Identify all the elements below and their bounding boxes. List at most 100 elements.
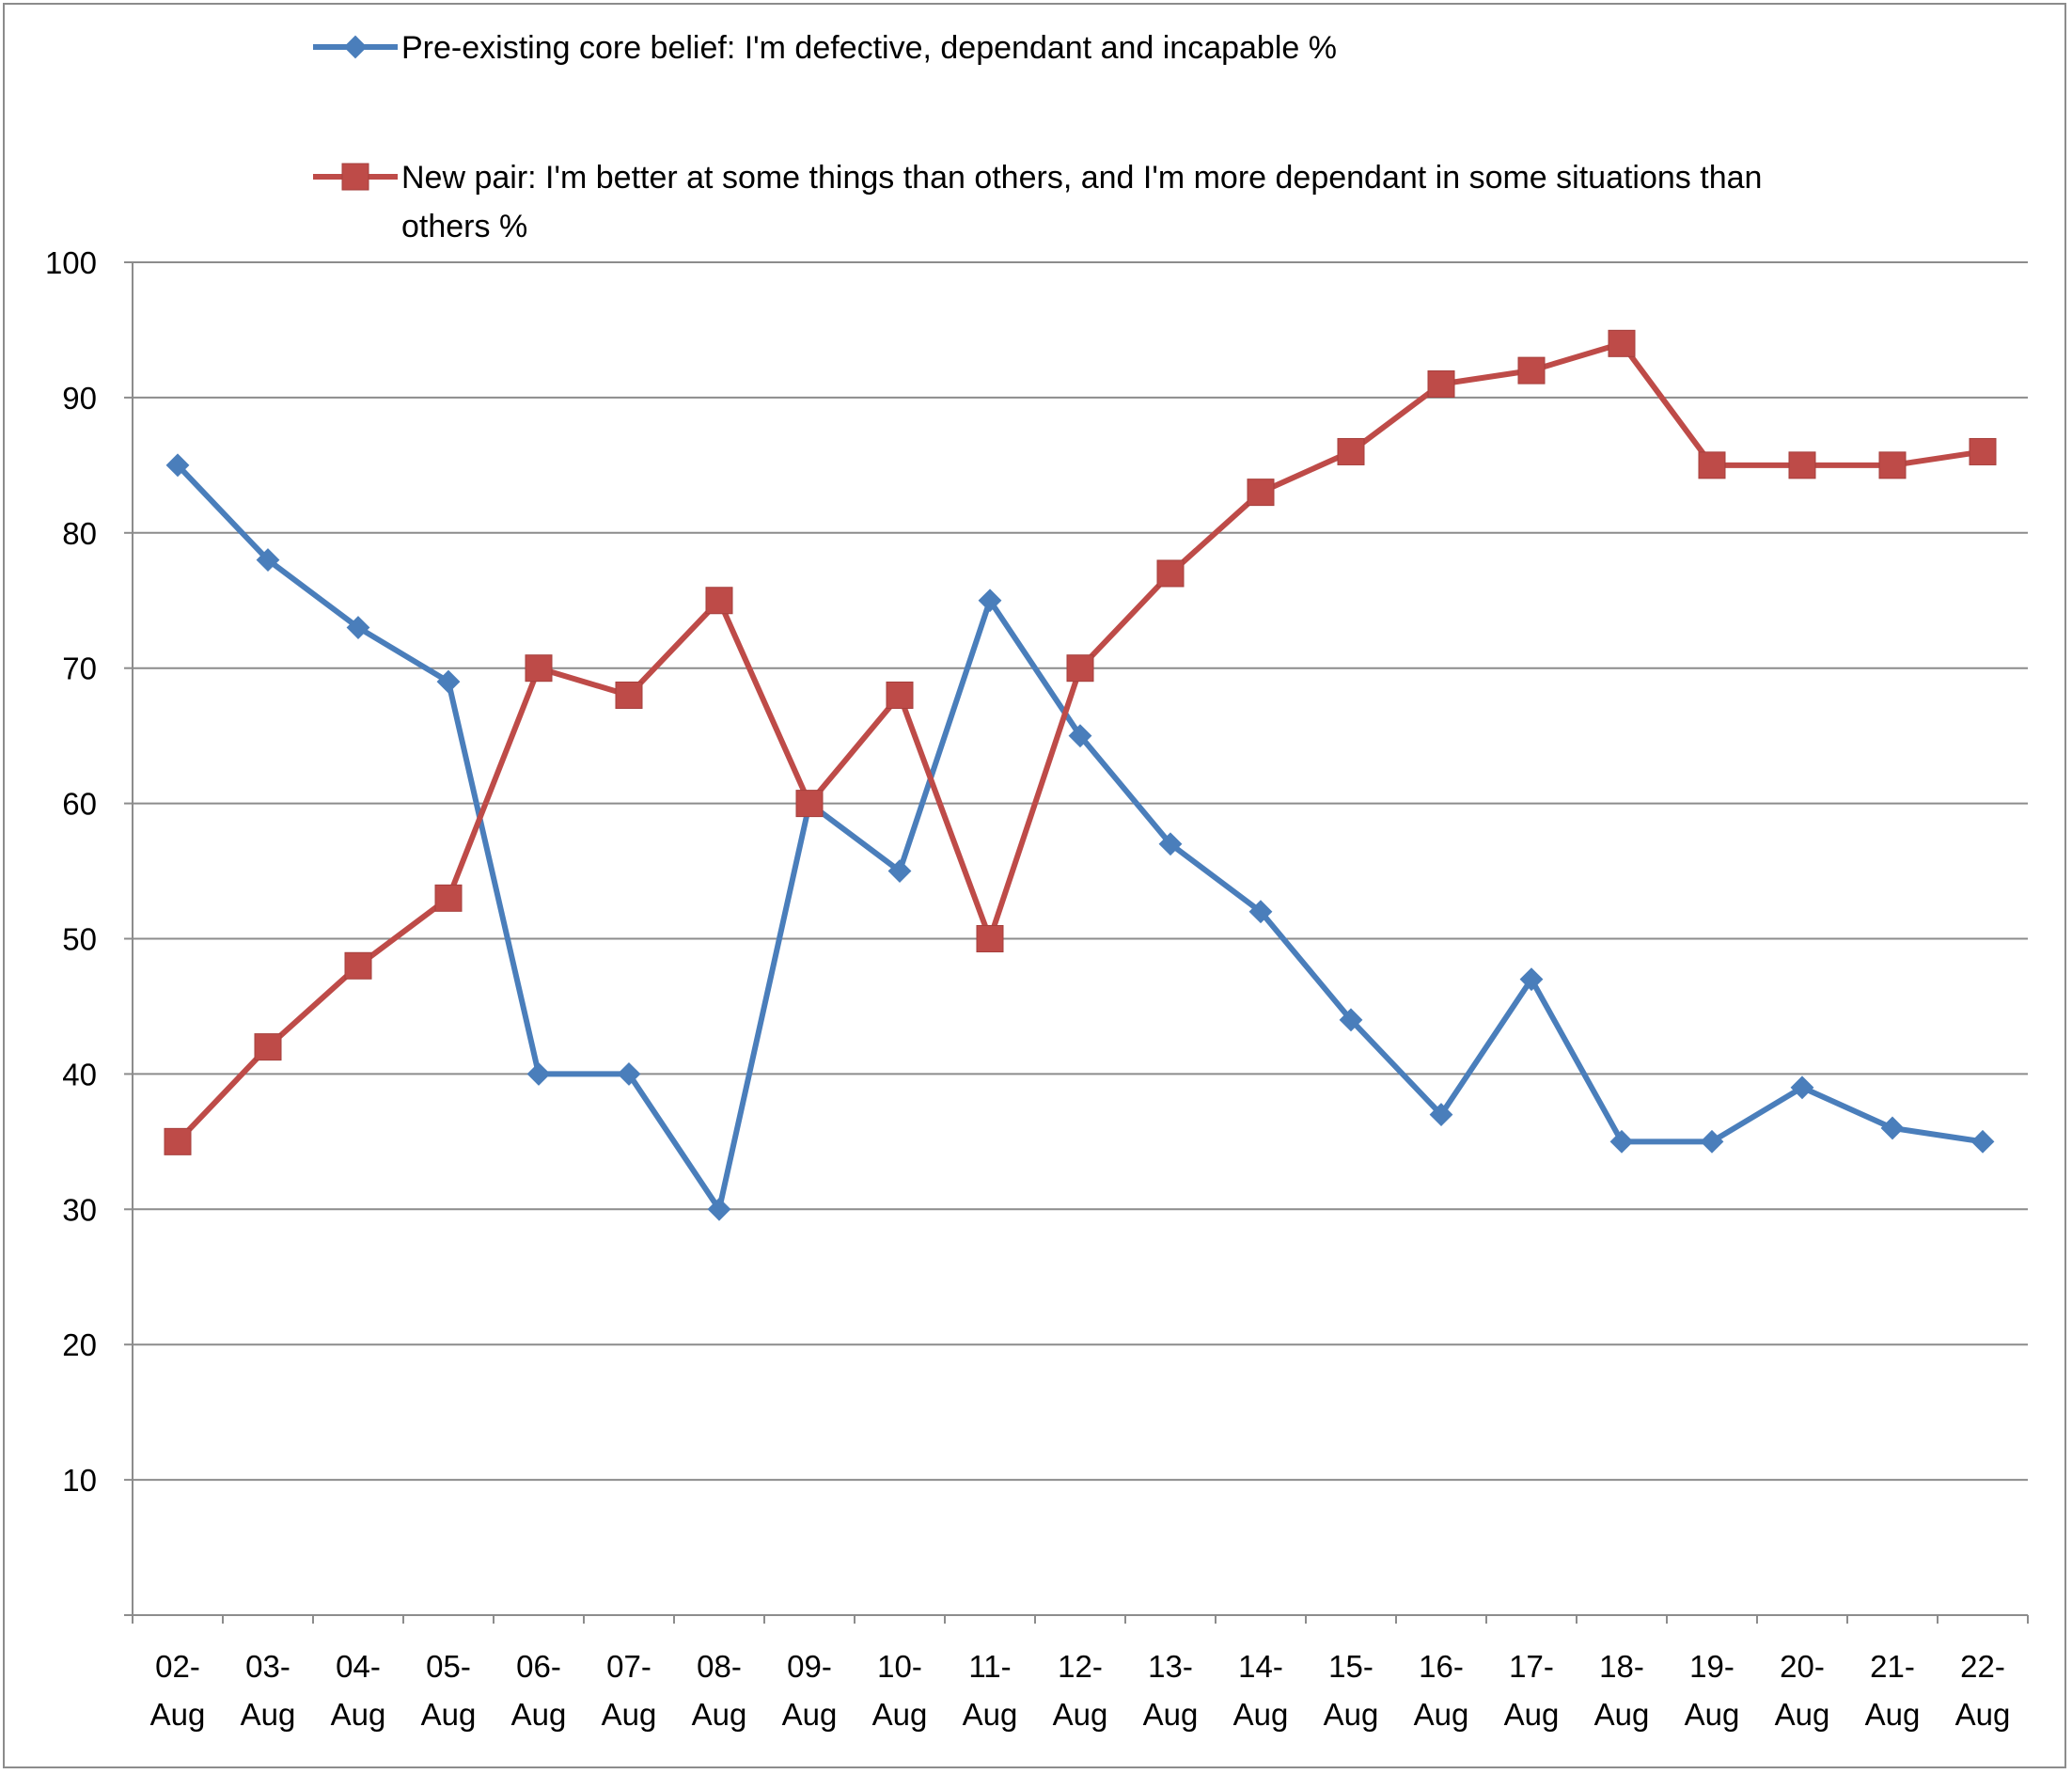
x-tick-label: 09- Aug (782, 1649, 838, 1732)
data-point-diamond (346, 616, 370, 639)
data-point-diamond (707, 1197, 731, 1221)
data-point-diamond (978, 589, 1002, 613)
axes (124, 261, 2029, 1624)
x-tick-label: 18- Aug (1594, 1649, 1650, 1732)
x-tick-label-line: Aug (1955, 1697, 2011, 1732)
x-tick-label-line: Aug (1233, 1697, 1289, 1732)
y-axis-tick-labels: 10 20 30 40 50 60 70 80 90 100 (45, 245, 97, 1498)
x-tick-label-line: 06- (516, 1649, 561, 1684)
x-tick-label-line: 09- (787, 1649, 832, 1684)
x-tick-label-line: 22- (1960, 1649, 2005, 1684)
x-tick-label: 20- Aug (1775, 1649, 1830, 1732)
x-tick-label: 14- Aug (1233, 1649, 1289, 1732)
data-point-diamond (1609, 1129, 1634, 1154)
x-tick-label-line: Aug (963, 1697, 1018, 1732)
data-point-square (886, 681, 914, 709)
x-tick-label-line: 18- (1599, 1649, 1644, 1684)
data-point-diamond (1700, 1129, 1724, 1154)
x-tick-label-line: Aug (511, 1697, 567, 1732)
x-tick-label: 04- Aug (331, 1649, 386, 1732)
x-tick-label-line: Aug (602, 1697, 657, 1732)
x-tick-label-line: 03- (245, 1649, 290, 1684)
x-tick-label: 12- Aug (1053, 1649, 1108, 1732)
x-tick-label-line: Aug (872, 1697, 928, 1732)
legend: Pre-existing core belief: I'm defective,… (313, 30, 1762, 244)
x-tick-label: 11- Aug (963, 1649, 1018, 1732)
x-tick-label: 06- Aug (511, 1649, 567, 1732)
x-tick-label-line: Aug (1143, 1697, 1199, 1732)
x-axis-tick-labels: 02- Aug 03- Aug 04- Aug 05- Aug 06- Aug 07- Aug 08- A… (150, 1649, 2011, 1732)
y-tick-label: 60 (62, 787, 97, 822)
data-point-square (164, 1127, 192, 1155)
data-point-diamond (1429, 1103, 1453, 1126)
data-point-square (525, 654, 553, 683)
x-tick-label-line: 21- (1870, 1649, 1915, 1684)
y-tick-label: 40 (62, 1057, 97, 1091)
data-point-square (795, 790, 824, 818)
x-tick-label: 02- Aug (150, 1649, 206, 1732)
data-point-square (1517, 356, 1546, 385)
data-point-diamond (1339, 1008, 1363, 1032)
data-point-diamond (617, 1061, 641, 1086)
x-tick-label-line: Aug (1414, 1697, 1469, 1732)
y-tick-label: 50 (62, 922, 97, 957)
data-point-diamond (1519, 967, 1544, 992)
data-point-diamond (1880, 1116, 1905, 1140)
x-tick-label-line: Aug (1504, 1697, 1560, 1732)
x-tick-label-line: Aug (1053, 1697, 1108, 1732)
x-tick-label-line: 12- (1058, 1649, 1103, 1684)
x-tick-label: 16- Aug (1414, 1649, 1469, 1732)
series-layer (164, 329, 1997, 1221)
x-tick-label: 22- Aug (1955, 1649, 2011, 1732)
x-tick-label-line: Aug (421, 1697, 477, 1732)
x-tick-label-line: 14- (1238, 1649, 1283, 1684)
y-tick-label: 30 (62, 1192, 97, 1227)
data-point-square (1427, 370, 1455, 399)
x-tick-label: 17- Aug (1504, 1649, 1560, 1732)
data-point-square (1066, 654, 1094, 683)
x-tick-label-line: 17- (1509, 1649, 1554, 1684)
data-point-square (434, 884, 463, 912)
data-point-square (344, 951, 372, 980)
data-point-square (1788, 451, 1816, 479)
data-point-diamond (343, 35, 368, 59)
data-point-square (1698, 451, 1726, 479)
y-tick-label: 70 (62, 652, 97, 686)
data-point-diamond (1790, 1075, 1814, 1100)
data-point-square (976, 925, 1004, 952)
x-tick-label-line: 07- (606, 1649, 651, 1684)
x-tick-label-line: Aug (1324, 1697, 1379, 1732)
data-point-square (615, 681, 643, 709)
x-tick-label-line: Aug (1685, 1697, 1740, 1732)
legend-entry: New pair: I'm better at some things than… (401, 160, 1762, 244)
x-tick-label-line: Aug (782, 1697, 838, 1732)
data-point-square (1878, 451, 1907, 479)
x-tick-label-line: Aug (241, 1697, 296, 1732)
x-tick-label-line: Aug (1775, 1697, 1830, 1732)
data-point-diamond (887, 859, 912, 883)
legend-entry: Pre-existing core belief: I'm defective,… (401, 30, 1337, 66)
x-tick-label: 19- Aug (1685, 1649, 1740, 1732)
x-tick-label-line: 11- (968, 1649, 1011, 1684)
x-tick-label: 05- Aug (421, 1649, 477, 1732)
series-diamond (165, 453, 1995, 1221)
x-tick-label: 03- Aug (241, 1649, 296, 1732)
x-tick-label: 13- Aug (1143, 1649, 1199, 1732)
data-point-square (254, 1033, 282, 1061)
x-tick-label-line: 20- (1780, 1649, 1825, 1684)
x-tick-label-line: 08- (697, 1649, 742, 1684)
legend-label-line: New pair: I'm better at some things than… (401, 160, 1762, 196)
data-point-diamond (165, 453, 190, 478)
data-point-diamond (1248, 900, 1273, 924)
gridlines (133, 261, 2028, 1482)
series-square (164, 329, 1997, 1155)
series-line (175, 463, 1984, 1213)
y-tick-label: 100 (45, 245, 97, 280)
data-point-diamond (526, 1061, 551, 1086)
x-tick-label-line: 04- (336, 1649, 381, 1684)
chart-frame (3, 3, 2066, 1768)
y-tick-label: 90 (62, 381, 97, 416)
x-tick-label-line: 15- (1328, 1649, 1373, 1684)
data-point-square (1247, 479, 1275, 507)
data-point-diamond (1068, 724, 1092, 748)
